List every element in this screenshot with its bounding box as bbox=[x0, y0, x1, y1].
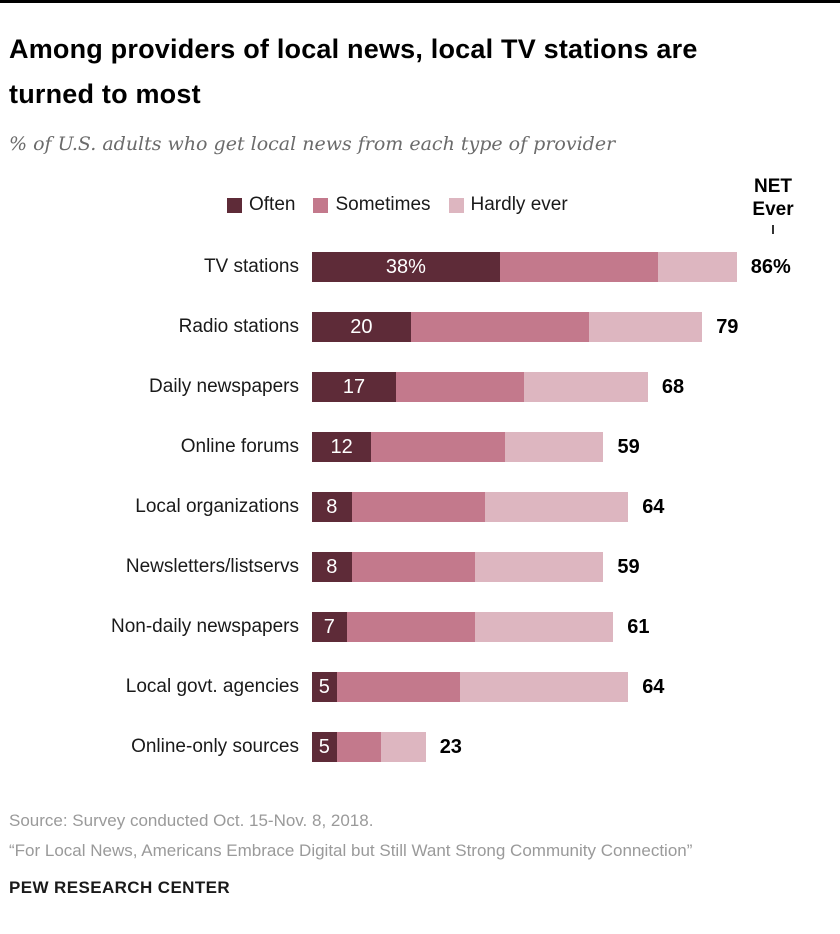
bar-segment-often: 5 bbox=[312, 732, 337, 762]
net-value: 23 bbox=[439, 735, 462, 758]
bar-segment-hardly-ever bbox=[524, 372, 648, 402]
bar-segment-often: 7 bbox=[312, 612, 347, 642]
stacked-bar: 5 bbox=[312, 732, 426, 762]
legend-item-often: Often bbox=[227, 194, 295, 216]
stacked-bar: 8 bbox=[312, 552, 604, 582]
bar-segment-sometimes bbox=[410, 312, 589, 342]
category-label: Daily newspapers bbox=[149, 376, 299, 397]
bar-segment-hardly-ever bbox=[381, 732, 426, 762]
legend-item-sometimes: Sometimes bbox=[313, 194, 431, 216]
stacked-bar: 12 bbox=[312, 432, 604, 462]
legend-swatch-hardly-ever bbox=[448, 197, 464, 213]
category-label: Radio stations bbox=[178, 316, 299, 337]
net-value: 59 bbox=[617, 555, 640, 578]
bar-segment-sometimes bbox=[351, 552, 475, 582]
chart-row: Radio stations 20 79 bbox=[9, 312, 810, 342]
bar-segment-often: 17 bbox=[312, 372, 396, 402]
bar-segment-often: 8 bbox=[312, 492, 352, 522]
chart-row: Newsletters/listservs 8 59 bbox=[9, 552, 810, 582]
category-label: Local govt. agencies bbox=[125, 676, 299, 697]
bar-segment-hardly-ever bbox=[588, 312, 703, 342]
bar-segment-hardly-ever bbox=[504, 432, 604, 462]
net-header-line2: Ever bbox=[752, 199, 794, 220]
net-value: 59 bbox=[617, 435, 640, 458]
net-value: 61 bbox=[627, 615, 650, 638]
bar-value-label: 7 bbox=[323, 615, 335, 638]
legend-swatch-often bbox=[227, 197, 242, 213]
bar-value-label: 20 bbox=[350, 315, 373, 338]
bar-segment-sometimes bbox=[336, 672, 461, 702]
bar-segment-sometimes bbox=[371, 432, 505, 462]
chart-subtitle: % of U.S. adults who get local news from… bbox=[9, 133, 616, 155]
net-value: 86% bbox=[750, 255, 791, 278]
bar-segment-hardly-ever bbox=[475, 552, 604, 582]
bar-segment-often: 38% bbox=[312, 252, 500, 282]
chart-row: Online forums 12 59 bbox=[9, 432, 810, 462]
legend: Often Sometimes Hardly ever bbox=[227, 194, 810, 216]
stacked-bar: 7 bbox=[312, 612, 614, 642]
category-label: Online-only sources bbox=[131, 736, 299, 757]
legend-label-often: Often bbox=[249, 194, 296, 215]
chart-row: TV stations 38% 86% bbox=[9, 252, 810, 282]
bar-segment-sometimes bbox=[396, 372, 525, 402]
bar-value-label: 8 bbox=[326, 555, 338, 578]
bar-value-label: 17 bbox=[342, 375, 366, 398]
bar-segment-often: 8 bbox=[312, 552, 352, 582]
stacked-bar: 17 bbox=[312, 372, 648, 402]
bar-segment-hardly-ever bbox=[657, 252, 737, 282]
legend-label-sometimes: Sometimes bbox=[335, 194, 431, 215]
bar-segment-often: 12 bbox=[312, 432, 372, 462]
bar-segment-sometimes bbox=[499, 252, 658, 282]
chart-row: Online-only sources 5 23 bbox=[9, 732, 810, 762]
bar-segment-sometimes bbox=[336, 732, 382, 762]
chart-row: Local organizations 8 64 bbox=[9, 492, 810, 522]
bar-rows: TV stations 38% 86% Radio stations 20 79 Daily… bbox=[9, 252, 810, 762]
category-label: Local organizations bbox=[135, 496, 299, 517]
category-label: Non-daily newspapers bbox=[111, 616, 299, 637]
chart-row: Non-daily newspapers 7 61 bbox=[9, 612, 810, 642]
bar-segment-hardly-ever bbox=[484, 492, 629, 522]
stacked-bar: 8 bbox=[312, 492, 629, 522]
chart-title: Among providers of local news, local TV … bbox=[9, 34, 698, 109]
chart-row: Local govt. agencies 5 64 bbox=[9, 672, 810, 702]
footer: Source: Survey conducted Oct. 15-Nov. 8,… bbox=[9, 806, 810, 898]
net-value: 64 bbox=[642, 495, 665, 518]
bar-value-label: 5 bbox=[318, 735, 330, 758]
net-value: 68 bbox=[661, 375, 685, 398]
bar-segment-sometimes bbox=[346, 612, 475, 642]
chart-row: Daily newspapers 17 68 bbox=[9, 372, 810, 402]
source-line: Source: Survey conducted Oct. 15-Nov. 8,… bbox=[9, 811, 374, 830]
net-ever-header: NET Ever bbox=[742, 175, 804, 234]
bar-segment-hardly-ever bbox=[474, 612, 614, 642]
stacked-bar: 20 bbox=[312, 312, 703, 342]
net-header-tick bbox=[772, 225, 774, 234]
bar-segment-often: 20 bbox=[312, 312, 411, 342]
net-value: 64 bbox=[642, 675, 665, 698]
legend-swatch-sometimes bbox=[313, 197, 329, 213]
report-title-line: “For Local News, Americans Embrace Digit… bbox=[9, 841, 693, 860]
net-header-line1: NET bbox=[754, 176, 792, 197]
bar-value-label: 12 bbox=[330, 435, 353, 458]
net-value: 79 bbox=[716, 315, 739, 338]
bar-value-label: 8 bbox=[326, 495, 338, 518]
bar-value-label: 38% bbox=[385, 255, 426, 278]
category-label: Newsletters/listservs bbox=[125, 556, 299, 577]
category-label: TV stations bbox=[203, 256, 299, 277]
stacked-bar: 5 bbox=[312, 672, 629, 702]
category-label: Online forums bbox=[180, 436, 299, 457]
bar-segment-hardly-ever bbox=[460, 672, 629, 702]
legend-item-hardly-ever: Hardly ever bbox=[448, 194, 568, 216]
bar-segment-often: 5 bbox=[312, 672, 337, 702]
pew-research-center-brand: PEW RESEARCH CENTER bbox=[9, 878, 231, 897]
legend-label-hardly-ever: Hardly ever bbox=[470, 194, 568, 215]
bar-segment-sometimes bbox=[351, 492, 485, 522]
bar-value-label: 5 bbox=[318, 675, 330, 698]
stacked-bar: 38% bbox=[312, 252, 737, 282]
